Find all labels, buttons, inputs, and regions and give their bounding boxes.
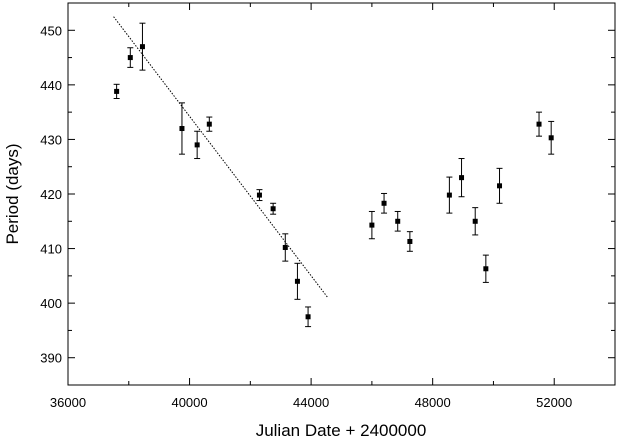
data-point: [496, 167, 503, 204]
x-tick-label: 40000: [171, 395, 207, 410]
data-point: [178, 102, 185, 155]
point-marker: [536, 121, 542, 127]
data-point: [127, 47, 134, 68]
y-tick-label: 440: [40, 78, 62, 93]
point-marker: [381, 200, 387, 206]
point-marker: [206, 121, 212, 127]
y-tick-label: 420: [40, 187, 62, 202]
point-marker: [256, 192, 262, 198]
data-point: [458, 158, 465, 198]
data-point: [256, 189, 263, 202]
axis-ticks: 36000 40000 44000 48000 52000 390 400 410 420 430…: [40, 2, 616, 410]
data-point: [139, 22, 146, 71]
point-marker: [395, 218, 401, 224]
point-marker: [127, 55, 133, 61]
y-tick-label: 430: [40, 132, 62, 147]
data-point: [394, 210, 401, 232]
data-point: [305, 306, 312, 328]
x-tick-label: 36000: [50, 395, 86, 410]
data-point: [113, 83, 120, 99]
data-points: [113, 22, 555, 328]
data-point: [270, 202, 277, 215]
data-point: [472, 207, 479, 236]
point-marker: [483, 266, 489, 272]
data-point: [536, 111, 543, 137]
fit-line: [113, 16, 329, 298]
plot-frame: [67, 2, 616, 386]
x-tick-label: 52000: [536, 395, 572, 410]
point-marker: [179, 126, 185, 132]
point-marker: [472, 218, 478, 224]
point-marker: [194, 142, 200, 148]
y-tick-label: 390: [40, 351, 62, 366]
data-point: [294, 262, 301, 300]
y-tick-label: 450: [40, 23, 62, 38]
point-marker: [369, 222, 375, 228]
point-marker: [446, 192, 452, 198]
x-tick-label: 44000: [293, 395, 329, 410]
data-point: [381, 192, 388, 214]
fit-line-group: [113, 16, 329, 298]
point-marker: [548, 135, 554, 141]
data-point: [368, 210, 375, 240]
data-point: [406, 231, 413, 252]
point-marker: [294, 278, 300, 284]
point-marker: [282, 244, 288, 250]
point-marker: [270, 206, 276, 212]
y-axis-label: Period (days): [3, 143, 22, 244]
data-point: [446, 176, 453, 214]
point-marker: [139, 44, 145, 50]
point-marker: [114, 88, 120, 94]
x-axis-label: Julian Date + 2400000: [256, 421, 427, 440]
x-tick-label: 48000: [415, 395, 451, 410]
data-point: [206, 116, 213, 132]
point-marker: [459, 175, 465, 181]
data-point: [194, 130, 201, 160]
y-tick-label: 400: [40, 296, 62, 311]
data-point: [482, 254, 489, 283]
data-point: [548, 120, 555, 155]
point-marker: [497, 183, 503, 189]
data-point: [282, 233, 289, 262]
point-marker: [305, 314, 311, 320]
point-marker: [407, 238, 413, 244]
y-tick-label: 410: [40, 242, 62, 257]
